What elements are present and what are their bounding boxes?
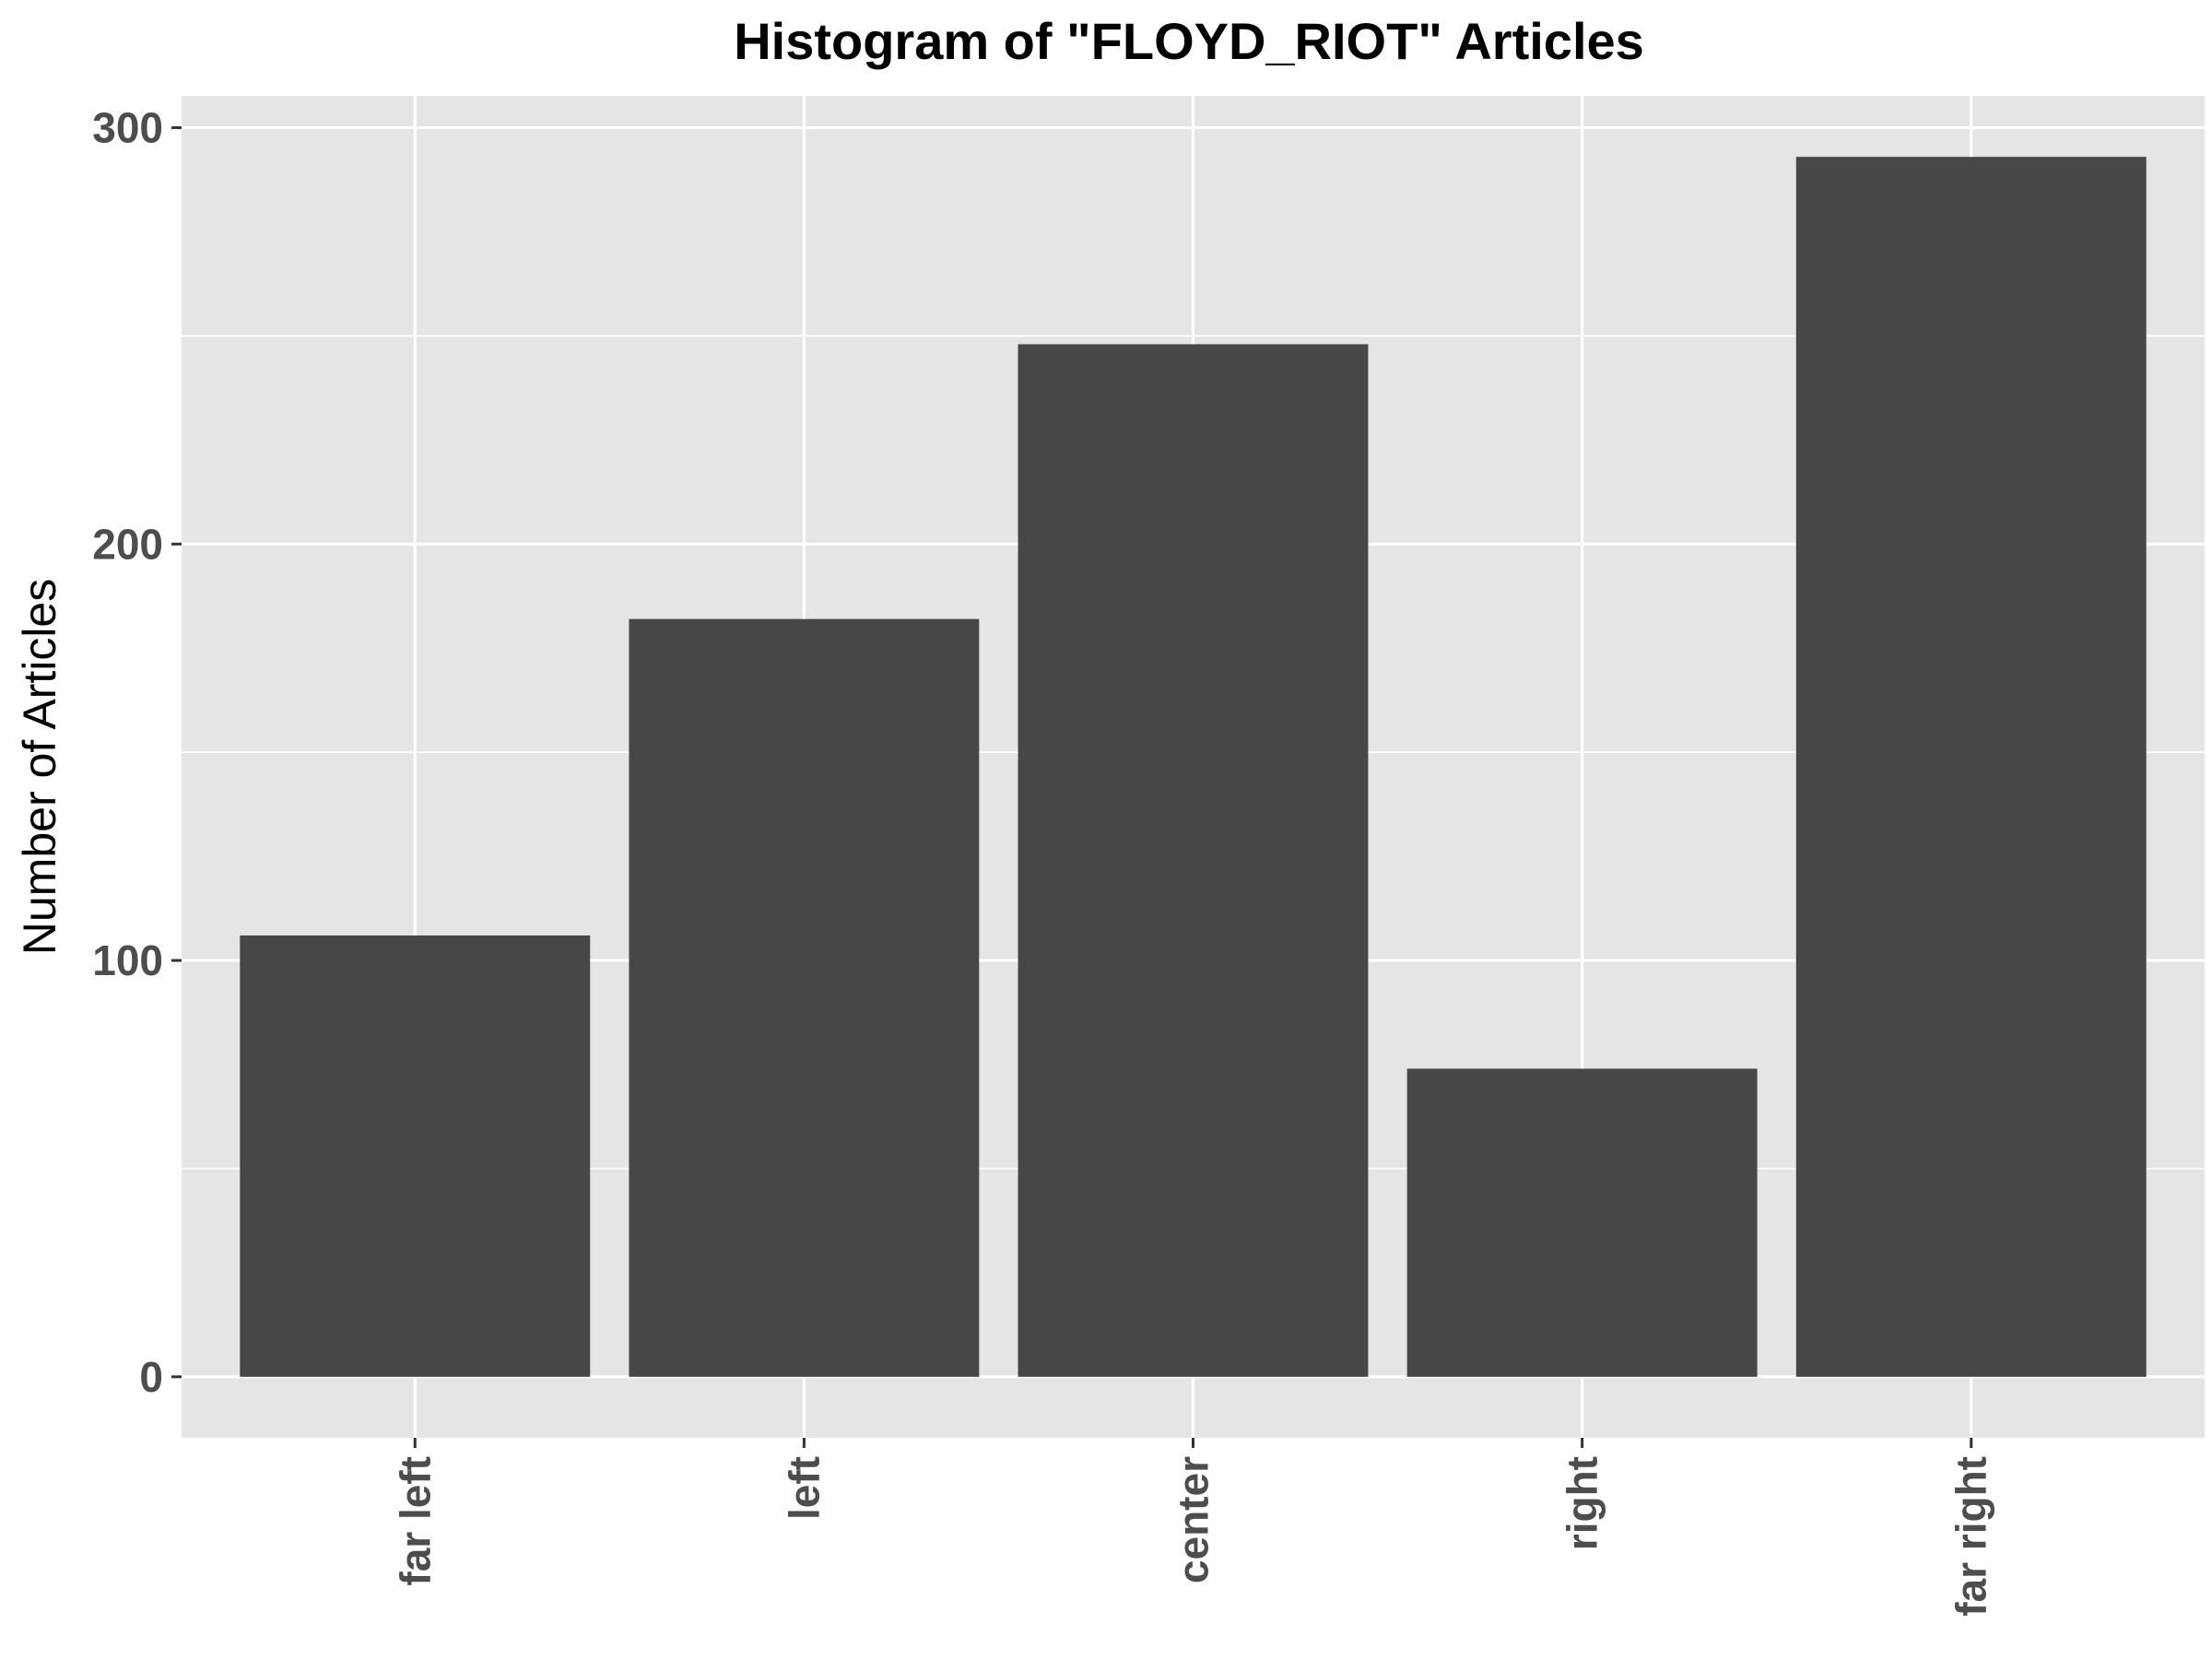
bar-far-right [1795, 157, 2147, 1377]
x-tick-label: left [780, 1456, 828, 1520]
bar-left [629, 618, 980, 1377]
bar-center [1018, 344, 1369, 1377]
y-tick-label: 100 [92, 936, 163, 984]
y-tick-label: 200 [92, 520, 163, 568]
bar-right [1406, 1068, 1758, 1377]
x-tick-label: far right [1947, 1456, 1995, 1617]
y-tick-label: 0 [139, 1353, 163, 1401]
x-tick-label: right [1559, 1456, 1606, 1550]
y-tick-label: 300 [92, 104, 163, 152]
y-axis: 0 100 200 300 [92, 104, 182, 1401]
x-tick-label: far left [391, 1456, 439, 1586]
x-axis: far left left center right far right [391, 1438, 1995, 1617]
x-tick-label: center [1170, 1456, 1218, 1583]
bar-far-left [240, 935, 591, 1377]
y-axis-label: Number of Articles [14, 579, 65, 955]
bars [240, 157, 2147, 1377]
chart-title: Histogram of "FLOYD_RIOT" Articles [734, 12, 1644, 70]
